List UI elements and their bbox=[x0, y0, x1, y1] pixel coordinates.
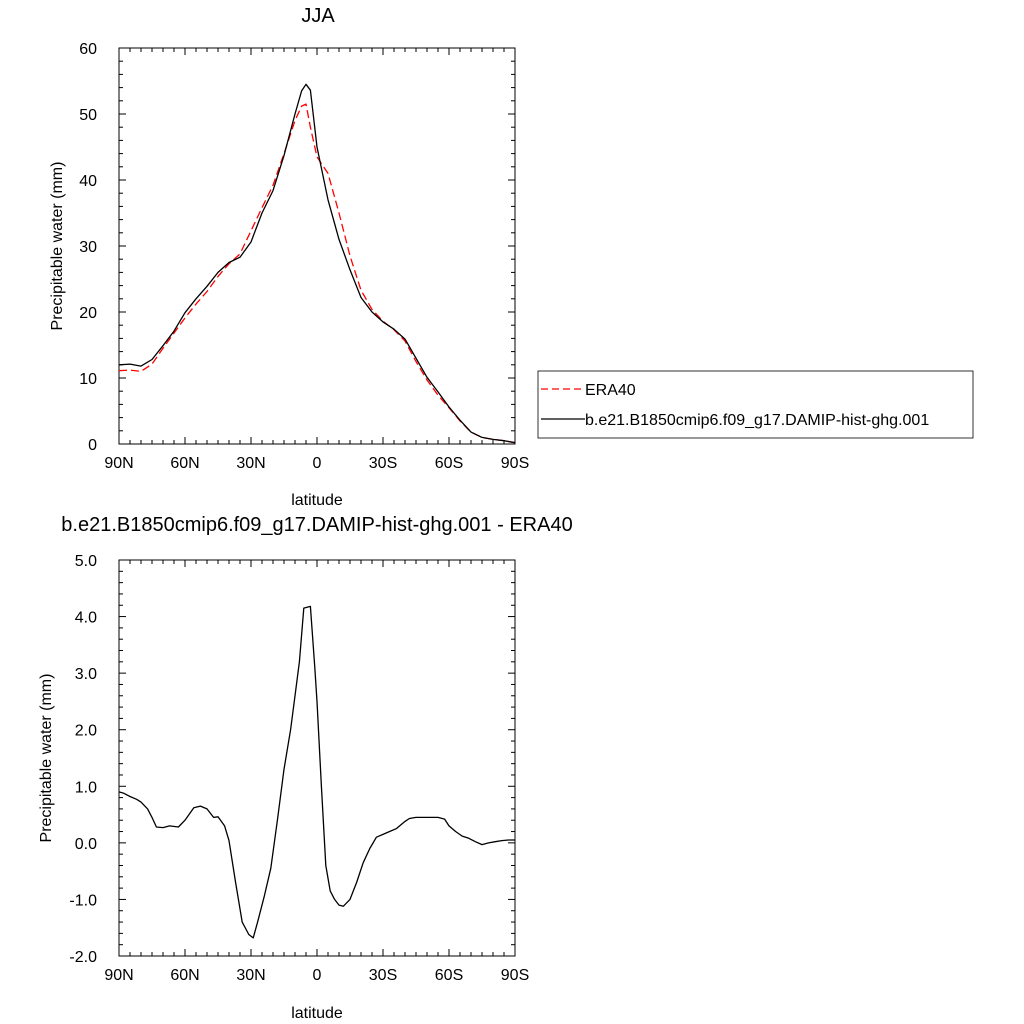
x-tick-label: 30S bbox=[369, 455, 397, 472]
top-axis-ticks: 90N 60N 30N 0 30S 60S 90S 0 10 20 30 40 50 60 bbox=[79, 41, 529, 472]
top-series-lines bbox=[118, 83, 516, 444]
x-tick-label: 90N bbox=[104, 455, 133, 472]
y-tick-label: 40 bbox=[79, 173, 97, 190]
x-tick-label: 60N bbox=[170, 455, 199, 472]
bottom-chart-title: b.e21.B1850cmip6.f09_g17.DAMIP-hist-ghg.… bbox=[61, 514, 572, 536]
series-line-difference bbox=[118, 605, 515, 939]
bottom-y-axis-label: Precipitable water (mm) bbox=[38, 674, 55, 843]
legend-box bbox=[537, 370, 974, 439]
x-tick-label: 60S bbox=[435, 455, 463, 472]
y-tick-label: 10 bbox=[79, 371, 97, 388]
top-y-axis-label: Precipitable water (mm) bbox=[49, 162, 66, 331]
bottom-series-lines bbox=[118, 605, 515, 939]
y-tick-label: -1.0 bbox=[69, 892, 97, 909]
x-tick-label: 60N bbox=[170, 967, 199, 984]
x-tick-label: 30N bbox=[236, 967, 265, 984]
x-tick-label: 30N bbox=[236, 455, 265, 472]
y-tick-label: 3.0 bbox=[75, 666, 97, 683]
y-tick-label: 0.0 bbox=[75, 836, 97, 853]
y-tick-label: 0 bbox=[88, 437, 97, 454]
bottom-panel: b.e21.B1850cmip6.f09_g17.DAMIP-hist-ghg.… bbox=[38, 514, 573, 1022]
x-tick-label: 0 bbox=[313, 455, 322, 472]
y-tick-label: 1.0 bbox=[75, 779, 97, 796]
x-tick-label: 0 bbox=[313, 967, 322, 984]
y-tick-label: 30 bbox=[79, 239, 97, 256]
y-tick-label: 4.0 bbox=[75, 610, 97, 627]
x-tick-label: 30S bbox=[369, 967, 397, 984]
top-chart-title: JJA bbox=[301, 5, 335, 27]
legend-label-era40: ERA40 bbox=[585, 382, 636, 399]
x-tick-label: 90S bbox=[501, 967, 529, 984]
series-line-b-e21-b1850cmip6-f09-g17-damip-hist-ghg-001 bbox=[118, 83, 516, 444]
series-line-era40 bbox=[118, 103, 516, 444]
y-tick-label: 60 bbox=[79, 41, 97, 58]
x-tick-label: 90N bbox=[104, 967, 133, 984]
legend: ERA40 b.e21.B1850cmip6.f09_g17.DAMIP-his… bbox=[537, 370, 974, 439]
bottom-axis-ticks: 90N 60N 30N 0 30S 60S 90S -2.0 -1.0 0.0 1.0 2.0 3.0 4… bbox=[69, 553, 529, 984]
bottom-x-axis-label: latitude bbox=[291, 1005, 343, 1022]
y-tick-label: -2.0 bbox=[69, 949, 97, 966]
y-tick-label: 20 bbox=[79, 305, 97, 322]
x-tick-label: 90S bbox=[501, 455, 529, 472]
y-tick-label: 5.0 bbox=[75, 553, 97, 570]
y-tick-label: 2.0 bbox=[75, 723, 97, 740]
top-panel: JJA 90N 60N 30N 0 30S 60S 90S 0 10 20 30 40 50 60 lat… bbox=[49, 5, 529, 509]
x-tick-label: 60S bbox=[435, 967, 463, 984]
legend-label-model: b.e21.B1850cmip6.f09_g17.DAMIP-hist-ghg.… bbox=[585, 412, 929, 429]
top-x-axis-label: latitude bbox=[291, 492, 343, 509]
y-tick-label: 50 bbox=[79, 107, 97, 124]
